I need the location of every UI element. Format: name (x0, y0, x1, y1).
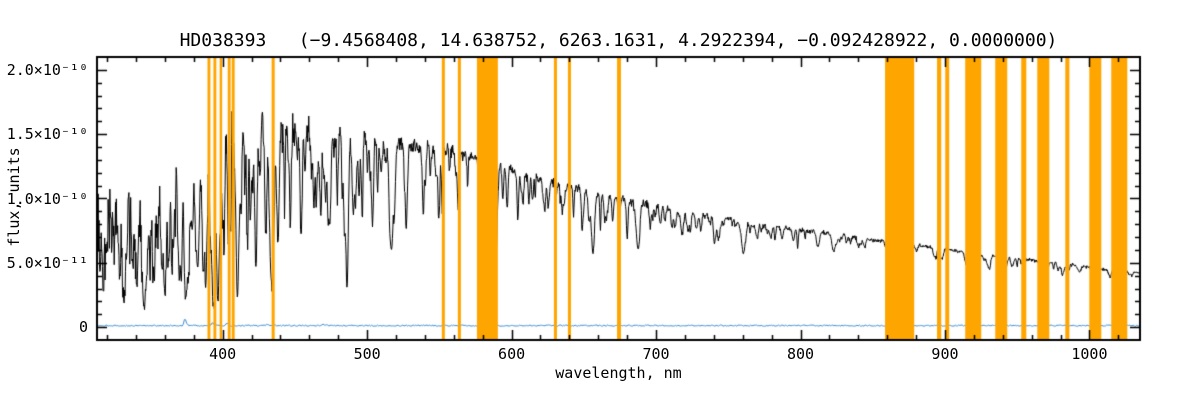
x-tick-label: 400 (209, 345, 237, 363)
x-tick-label: 500 (353, 345, 381, 363)
y-tick-label: 5.0×10⁻¹¹ (6, 253, 88, 272)
x-tick-label: 600 (498, 345, 526, 363)
x-tick-label: 900 (931, 345, 959, 363)
y-tick-label: 1.5×10⁻¹⁰ (6, 125, 88, 144)
x-axis-label: wavelength, nm (555, 364, 682, 382)
y-tick-label: 0 (78, 318, 88, 337)
y-tick-label: 1.0×10⁻¹⁰ (6, 189, 88, 208)
plot-title: HD038393 (−9.4568408, 14.638752, 6263.16… (179, 30, 1058, 51)
y-tick-label: 2.0×10⁻¹⁰ (6, 60, 88, 79)
x-tick-label: 800 (786, 345, 815, 363)
x-tick-label: 700 (642, 345, 670, 363)
x-tick-label: 1000 (1071, 345, 1108, 363)
